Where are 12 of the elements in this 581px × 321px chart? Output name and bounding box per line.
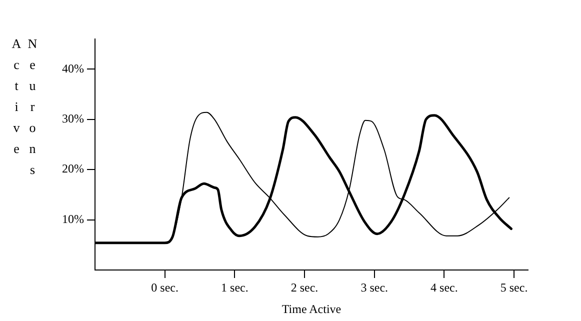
x-tick-label: 4 sec. <box>430 280 458 294</box>
x-tick-label: 3 sec. <box>360 280 388 294</box>
x-tick-label: 2 sec. <box>290 280 318 294</box>
x-tick-label: 5 sec. <box>500 280 528 294</box>
x-axis-title: Time Active <box>282 302 342 316</box>
x-tick-label: 0 sec. <box>151 280 179 294</box>
y-tick-label: 30% <box>62 112 84 126</box>
x-tick-label: 1 sec. <box>221 280 248 294</box>
y-axis-title: Neurons Active <box>9 36 40 185</box>
y-tick-label: 40% <box>62 61 84 76</box>
y-tick-label: 20% <box>62 162 84 176</box>
y-tick-label: 10% <box>62 212 84 226</box>
